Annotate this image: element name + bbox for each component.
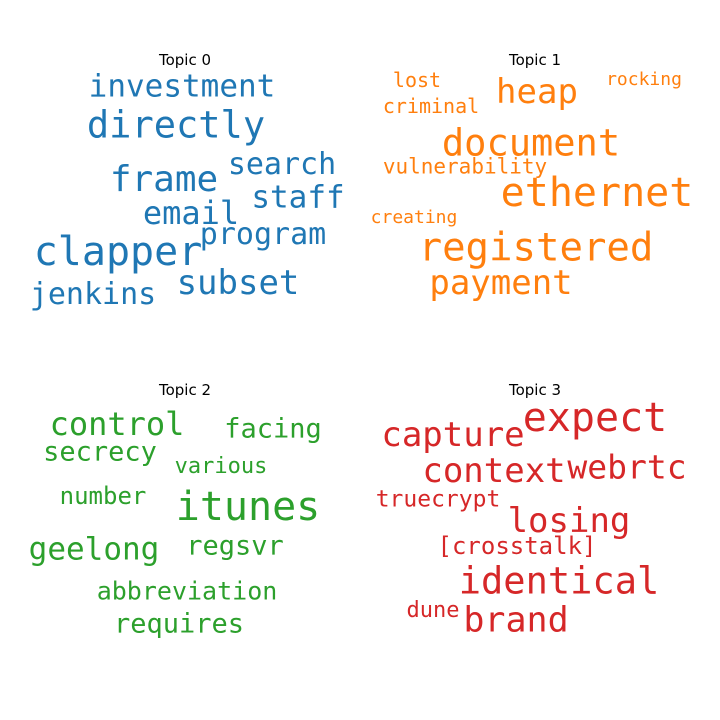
topic-2-word-abbreviation: abbreviation bbox=[96, 576, 278, 606]
topic-0-word-investment: investment bbox=[88, 68, 276, 105]
topic-2-title: Topic 2 bbox=[158, 381, 212, 399]
topic-3-word-expect: expect bbox=[522, 395, 668, 441]
topic-2-wordcloud: Topic 2 control facing secrecy various numbe… bbox=[15, 375, 355, 705]
topic-3-word-brand: brand bbox=[463, 600, 569, 641]
topic-1-word-document: document bbox=[441, 121, 621, 165]
topic-0-word-search: search bbox=[227, 147, 337, 182]
topic-2-word-control: control bbox=[49, 405, 185, 443]
topic-3-word-dune: dune bbox=[406, 598, 460, 623]
topic-3-word-capture: capture bbox=[381, 415, 525, 455]
topic-0-wordcloud: Topic 0 investment directly frame search sta… bbox=[15, 45, 355, 375]
topic-2-word-facing: facing bbox=[224, 413, 322, 445]
topic-1-word-lost: lost bbox=[392, 68, 442, 92]
topic-3-word-truecrypt: truecrypt bbox=[375, 486, 501, 513]
topic-2-word-number: number bbox=[59, 482, 147, 510]
topic-2-word-secrecy: secrecy bbox=[43, 436, 157, 468]
topic-0-word-frame: frame bbox=[109, 159, 219, 200]
topic-1-word-registered: registered bbox=[418, 225, 654, 271]
topic-1-word-payment: payment bbox=[429, 263, 573, 303]
topic-2-word-various: various bbox=[174, 454, 268, 479]
topic-3-word-context: context bbox=[422, 451, 566, 491]
topic-1-title: Topic 1 bbox=[508, 51, 562, 69]
topic-1-word-vulnerability: vulnerability bbox=[382, 154, 548, 179]
topic-0-word-directly: directly bbox=[86, 103, 266, 147]
topic-1-wordcloud: Topic 1 lost heap rocking criminal document v… bbox=[365, 45, 705, 375]
topic-3-title: Topic 3 bbox=[508, 381, 562, 399]
topic-1-word-ethernet: ethernet bbox=[500, 170, 694, 216]
topic-3-word-crosstalk: [crosstalk] bbox=[437, 532, 597, 560]
topic-3-word-webrtc: webrtc bbox=[567, 447, 687, 487]
topic-0-word-staff: staff bbox=[251, 179, 345, 216]
topic-0-word-email: email bbox=[142, 194, 240, 232]
topic-1-word-criminal: criminal bbox=[382, 94, 480, 118]
topic-2-word-itunes: itunes bbox=[175, 484, 321, 530]
topic-1-word-heap: heap bbox=[496, 72, 578, 112]
topic-0-word-clapper: clapper bbox=[33, 229, 203, 275]
topic-0-word-subset: subset bbox=[176, 263, 300, 303]
topic-2-word-geelong: geelong bbox=[28, 531, 160, 568]
topic-3-word-identical: identical bbox=[458, 559, 660, 603]
topic-3-word-losing: losing bbox=[507, 501, 631, 541]
topic-3-wordcloud: Topic 3 capture expect context webrtc truecr… bbox=[365, 375, 705, 705]
topic-2-word-requires: requires bbox=[113, 608, 245, 640]
topic-1-word-creating: creating bbox=[370, 207, 458, 228]
topic-1-word-rocking: rocking bbox=[606, 69, 682, 90]
topic-0-word-jenkins: jenkins bbox=[29, 277, 157, 312]
topic-0-title: Topic 0 bbox=[158, 51, 212, 69]
topic-0-word-program: program bbox=[199, 217, 327, 252]
topic-2-word-regsvr: regsvr bbox=[186, 530, 284, 562]
